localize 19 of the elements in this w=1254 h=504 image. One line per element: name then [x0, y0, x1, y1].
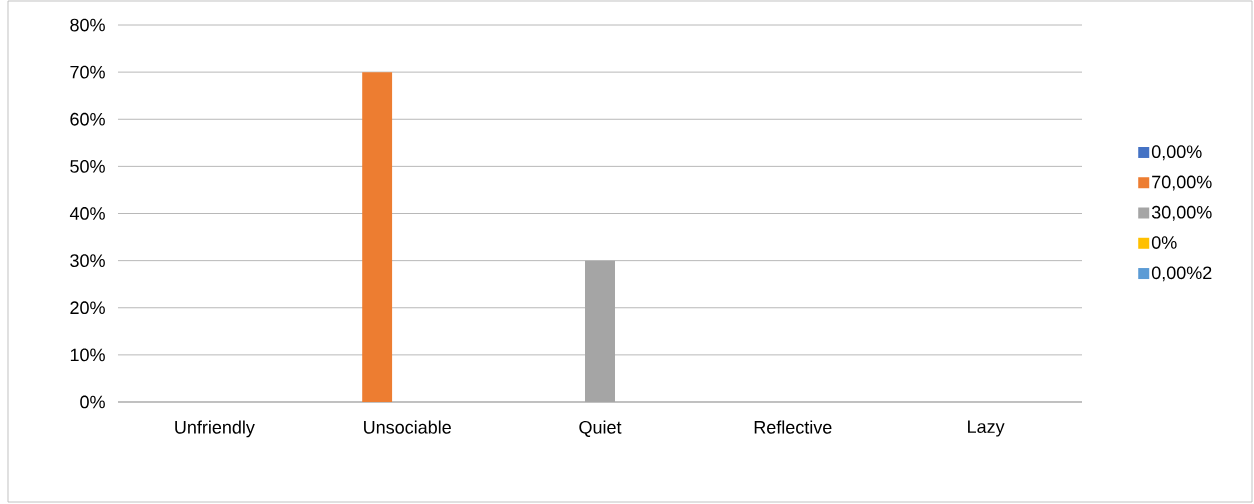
legend-label: 0% — [1151, 236, 1177, 249]
legend-label: 0,00%2 — [1151, 266, 1212, 282]
y-tick-label: 20% — [70, 301, 105, 315]
y-tick-label: 30% — [70, 254, 105, 267]
legend-label: 70,00% — [1152, 175, 1212, 191]
y-tick-label: 40% — [69, 207, 105, 220]
y-tick-label: 10% — [70, 348, 105, 362]
y-tick-label: 60% — [70, 112, 105, 126]
legend-label: 30,00% — [1151, 205, 1212, 221]
legend-label: 0,00% — [1151, 145, 1202, 161]
y-tick-label: 50% — [70, 160, 105, 173]
x-tick-label: Reflective — [754, 420, 832, 434]
x-tick-label: Unsociable — [364, 420, 451, 434]
x-tick-label: Quiet — [579, 420, 622, 437]
y-tick-label: 70% — [70, 65, 105, 79]
x-tick-label: Lazy — [968, 420, 1005, 437]
y-tick-label: 0% — [80, 395, 105, 409]
y-tick-label: 80% — [70, 18, 105, 32]
x-tick-label: Unfriendly — [175, 420, 255, 438]
